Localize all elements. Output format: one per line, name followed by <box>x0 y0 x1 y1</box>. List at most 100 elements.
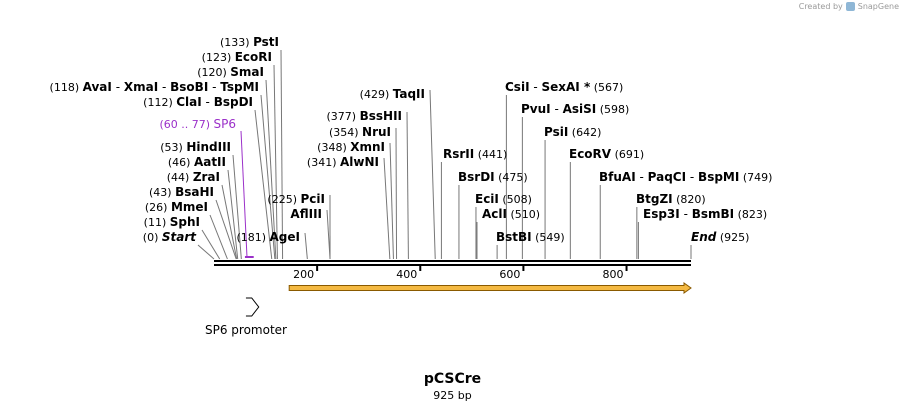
enzyme-name: Esp3I <box>643 207 680 221</box>
site-leader <box>232 154 242 260</box>
enzyme-name: SmaI <box>230 65 264 79</box>
enzyme-name: BtgZI <box>636 192 673 206</box>
enzyme-name: AatII <box>194 155 226 169</box>
primer-label: (60 .. 77) SP6 <box>159 117 236 131</box>
site-bstbi: BstBI (549) <box>496 230 565 259</box>
site-leader <box>280 49 284 260</box>
enzyme-name: AflIII <box>290 207 322 221</box>
site-start: (0) Start <box>143 230 215 260</box>
enzyme-name: BsoBI <box>170 80 208 94</box>
site-aatii: (46) AatII <box>168 155 239 260</box>
site-leader <box>201 229 221 260</box>
ruler-tick-label: 400 <box>396 268 417 281</box>
primer-name: SP6 <box>214 117 237 131</box>
enzyme-name: BsrDI <box>458 170 495 184</box>
credit-text: Created by <box>798 2 843 11</box>
enzyme-name: BspMI <box>698 170 739 184</box>
enzyme-name: End <box>691 230 717 244</box>
site-label: AclI (510) <box>482 207 540 221</box>
site-label: BsrDI (475) <box>458 170 528 184</box>
separator: - <box>112 80 124 94</box>
site-leader <box>383 157 391 260</box>
enzyme-name: SexAI * <box>542 80 591 94</box>
site-label: (354) NruI <box>329 125 391 139</box>
site-smai: (120) SmaI <box>197 65 277 260</box>
site-ecii: EciI (508) <box>475 192 532 259</box>
separator: - <box>686 170 698 184</box>
site-label: CsiI - SexAI * (567) <box>505 80 623 94</box>
primer-leader <box>240 130 248 257</box>
site-leader <box>304 232 308 260</box>
site-afliii: AflIII <box>290 207 331 260</box>
site-position: (377) <box>327 110 360 123</box>
plasmid-length: 925 bp <box>433 389 472 402</box>
plasmid-name: pCSCre <box>423 371 482 387</box>
site-leader <box>227 169 239 260</box>
site-label: (112) ClaI - BspDI <box>143 95 253 109</box>
site-label: EcoRV (691) <box>569 147 644 161</box>
snapgene-logo-icon <box>845 2 855 11</box>
separator: - <box>530 80 542 94</box>
enzyme-name: Start <box>162 230 197 244</box>
site-pvui: PvuI - AsiSI (598) <box>521 102 629 259</box>
feature-arrow <box>288 282 692 294</box>
site-label: (181) AgeI <box>236 230 300 244</box>
site-alwni: (341) AlwNI <box>307 155 391 260</box>
site-label: (225) PciI <box>267 192 325 206</box>
site-position: (11) <box>144 216 170 229</box>
site-bsahi: (43) BsaHI <box>149 185 237 260</box>
separator: - <box>158 80 170 94</box>
site-label: End (925) <box>691 230 749 244</box>
site-bsrdi: BsrDI (475) <box>458 170 528 259</box>
promoter-label: SP6 promoter <box>205 323 287 337</box>
site-label: (44) ZraI <box>167 170 220 184</box>
enzyme-name: PvuI <box>521 102 551 116</box>
enzyme-name: XmaI <box>124 80 158 94</box>
site-psii: PsiI (642) <box>544 125 601 259</box>
primer-position: (60 .. 77) <box>159 118 213 131</box>
enzyme-name: AvaI <box>83 80 112 94</box>
enzyme-name: BssHII <box>360 109 402 123</box>
site-leader <box>215 199 237 260</box>
site-position: (598) <box>596 103 629 116</box>
site-label: (348) XmnI <box>317 140 385 154</box>
site-label: (46) AatII <box>168 155 226 169</box>
site-label: AflIII <box>290 207 322 221</box>
site-esp3i: Esp3I - BsmBI (823) <box>637 207 767 259</box>
enzyme-name: TaqII <box>393 87 425 101</box>
enzyme-name: EcoRV <box>569 147 612 161</box>
site-position: (43) <box>149 186 175 199</box>
site-position: (26) <box>145 201 171 214</box>
site-csii: CsiI - SexAI * (567) <box>505 80 623 259</box>
site-label: RsrII (441) <box>443 147 507 161</box>
site-label: EciI (508) <box>475 192 532 206</box>
site-leader <box>197 244 215 260</box>
separator: - <box>680 207 692 221</box>
enzyme-name: PstI <box>253 35 279 49</box>
enzyme-name: EciI <box>475 192 499 206</box>
site-label: BstBI (549) <box>496 230 565 244</box>
site-position: (123) <box>202 51 235 64</box>
site-nrui: (354) NruI <box>329 125 398 260</box>
site-pcii: (225) PciI <box>267 192 331 260</box>
site-position: (118) <box>50 81 83 94</box>
site-label: (53) HindIII <box>160 140 231 154</box>
separator: - <box>551 102 563 116</box>
site-agei: (181) AgeI <box>236 230 308 260</box>
site-taqii: (429) TaqII <box>360 87 436 260</box>
site-leader <box>265 79 277 260</box>
snapgene-credit: Created by SnapGene <box>799 2 899 11</box>
enzyme-name: HindIII <box>186 140 231 154</box>
site-position: (44) <box>167 171 193 184</box>
site-position: (823) <box>734 208 767 221</box>
promoter-icon <box>245 297 260 317</box>
site-clai: (112) ClaI - BspDI <box>143 95 273 260</box>
separator: - <box>636 170 648 184</box>
site-leader <box>254 109 273 260</box>
site-hindiii: (53) HindIII <box>160 140 242 260</box>
site-position: (181) <box>236 231 269 244</box>
enzyme-name: BstBI <box>496 230 532 244</box>
site-position: (348) <box>317 141 350 154</box>
enzyme-name: RsrII <box>443 147 474 161</box>
